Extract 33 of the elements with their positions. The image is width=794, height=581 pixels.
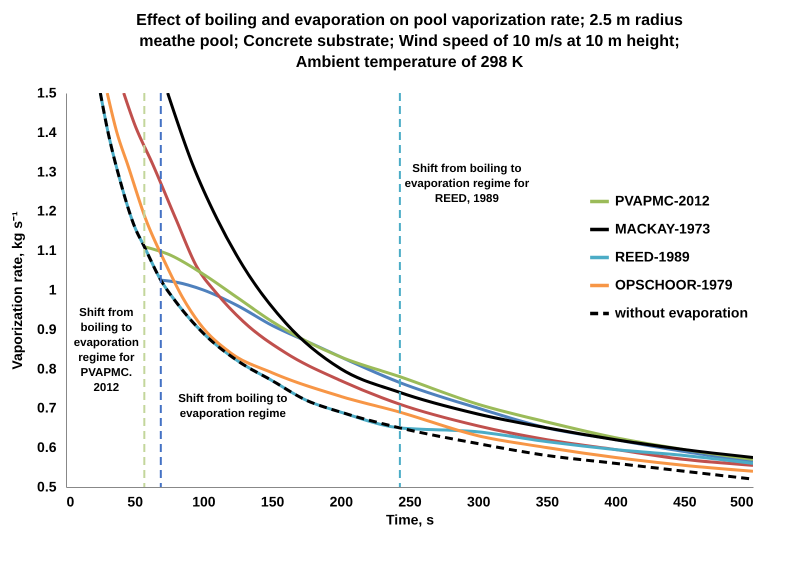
y-axis-title: Vaporization rate, kg s⁻¹ — [9, 211, 26, 370]
x-tick-label: 300 — [467, 494, 491, 510]
x-tick-label: 400 — [604, 494, 628, 510]
y-tick-label: 1.3 — [37, 163, 57, 180]
x-tick-label: 150 — [260, 494, 284, 510]
x-tick-label: 250 — [398, 494, 422, 510]
ref-line-label: Shift from boiling to evaporation regime — [178, 393, 288, 420]
legend-label: PVAPMC-2012 — [615, 192, 710, 208]
x-tick-label: 0 — [66, 494, 74, 510]
x-tick-label: 200 — [330, 494, 354, 510]
ref-line-label: Shift from boiling to evaporation regime for PVAPMC. 2012 — [74, 307, 139, 394]
x-tick-label: 50 — [127, 494, 144, 510]
y-tick-label: 0.6 — [37, 439, 57, 456]
chart-title: Effect of boiling and evaporation on pool vaporization rate; 2.5 m radius meathe pool; Concrete substrate; Wind speed of 10 m/s at 10 m height; Ambient temperature of 298 K — [136, 12, 683, 71]
y-tick-label: 0.8 — [37, 360, 57, 376]
y-tick-label: 0.5 — [37, 478, 57, 494]
y-tick-label: 1.4 — [37, 124, 57, 140]
y-tick-label: 0.7 — [37, 400, 57, 416]
x-tick-label: 500 — [730, 494, 754, 510]
legend-label: MACKAY-1973 — [615, 220, 710, 236]
y-tick-label: 1 — [48, 282, 57, 298]
x-tick-label: 100 — [192, 494, 216, 510]
x-axis-title: Time, s — [386, 512, 434, 528]
x-tick-label: 350 — [536, 494, 560, 510]
legend-label: without evaporation — [614, 304, 748, 320]
legend-label: OPSCHOOR-1979 — [615, 276, 733, 292]
y-tick-label: 1.1 — [37, 242, 57, 258]
legend-label: REED-1989 — [615, 248, 690, 264]
y-tick-label: 1.2 — [37, 202, 57, 219]
y-tick-label: 0.9 — [37, 320, 57, 337]
ref-line-label: Shift from boiling to evaporation regime for REED, 1989 — [404, 163, 530, 205]
x-tick-label: 450 — [673, 494, 697, 510]
y-tick-label: 1.5 — [37, 84, 57, 100]
